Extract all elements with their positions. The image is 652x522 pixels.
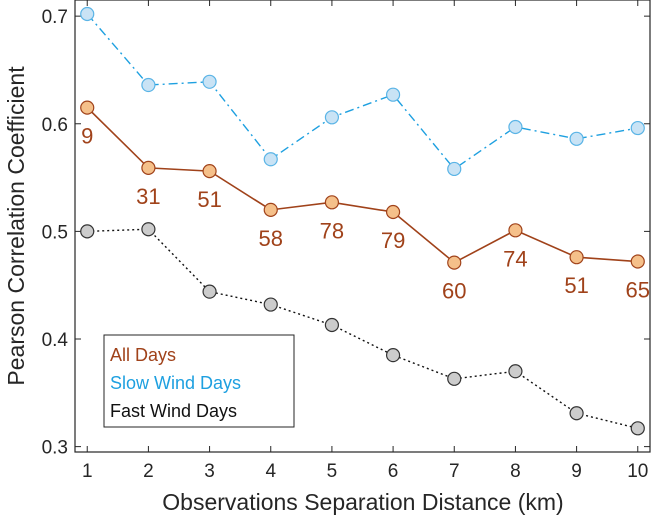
x-tick-label: 10: [627, 461, 648, 482]
legend: All Days Slow Wind Days Fast Wind Days: [103, 334, 295, 428]
data-point-all-days: [447, 255, 462, 270]
y-tick-label: 0.6: [42, 115, 68, 136]
data-point-fast-wind-days: [141, 222, 156, 237]
data-point-slow-wind-days: [630, 120, 645, 136]
x-tick-label: 6: [388, 461, 399, 482]
x-tick-label: 2: [143, 461, 154, 482]
data-point-fast-wind-days: [80, 224, 95, 239]
data-point-slow-wind-days: [80, 6, 95, 22]
data-point-slow-wind-days: [202, 74, 217, 89]
data-label: 78: [320, 218, 344, 243]
data-point-all-days: [80, 100, 95, 115]
data-point-slow-wind-days: [141, 77, 156, 93]
legend-entry-slow-wind-days: Slow Wind Days: [110, 373, 241, 393]
x-tick-label: 1: [82, 461, 93, 482]
data-label: 9: [81, 124, 93, 149]
x-tick-label: 3: [204, 461, 215, 482]
legend-box: [103, 334, 295, 428]
data-label: 65: [626, 278, 650, 303]
data-label: 60: [442, 279, 466, 304]
data-point-all-days: [263, 202, 278, 217]
data-point-slow-wind-days: [447, 161, 462, 177]
y-tick-label: 0.5: [42, 222, 68, 243]
data-point-fast-wind-days: [508, 364, 523, 379]
y-axis-title: Pearson Correlation Coefficient: [3, 66, 29, 386]
data-point-slow-wind-days: [263, 152, 278, 167]
data-point-all-days: [630, 254, 645, 269]
data-label: 79: [381, 228, 405, 253]
data-point-all-days: [385, 204, 401, 220]
data-label: 58: [259, 226, 283, 251]
ticks-layer: 1 2 3 4 5 6 7 8 9 100.30.40.50.60.7: [42, 0, 650, 482]
data-point-all-days: [324, 195, 340, 210]
data-point-all-days: [202, 164, 217, 179]
y-tick-label: 0.3: [42, 438, 68, 459]
y-tick-label: 0.7: [42, 7, 68, 28]
data-point-slow-wind-days: [508, 119, 523, 135]
data-label: 51: [564, 273, 588, 298]
data-label: 31: [136, 184, 160, 209]
data-point-fast-wind-days: [569, 406, 584, 421]
data-point-fast-wind-days: [263, 297, 278, 312]
data-point-slow-wind-days: [569, 131, 584, 146]
data-point-all-days: [569, 250, 584, 265]
series-line-all-days: [86, 107, 638, 264]
labels-layer: 9 31 51 58 78 79 60 74 51 65: [81, 124, 650, 304]
series-line-slow-wind-days: [86, 13, 638, 170]
x-tick-label: 9: [571, 461, 582, 482]
data-point-slow-wind-days: [385, 87, 401, 102]
x-tick-label: 5: [327, 461, 338, 482]
data-point-slow-wind-days: [324, 110, 340, 125]
data-point-fast-wind-days: [202, 284, 217, 299]
x-tick-label: 4: [265, 461, 276, 482]
data-point-all-days: [141, 160, 156, 175]
legend-entry-fast-wind-days: Fast Wind Days: [110, 401, 237, 421]
data-point-fast-wind-days: [324, 317, 340, 333]
data-label: 74: [503, 246, 527, 271]
x-axis-title: Observations Separation Distance (km): [162, 489, 563, 515]
data-point-fast-wind-days: [630, 421, 645, 436]
series-layer: [80, 6, 645, 436]
legend-entry-all-days: All Days: [110, 345, 176, 365]
data-label: 51: [197, 187, 221, 212]
y-tick-label: 0.4: [42, 330, 69, 351]
data-point-fast-wind-days: [447, 371, 462, 386]
data-point-all-days: [508, 223, 523, 238]
data-point-fast-wind-days: [385, 348, 401, 363]
x-tick-label: 8: [510, 461, 521, 482]
x-tick-label: 7: [449, 461, 460, 482]
